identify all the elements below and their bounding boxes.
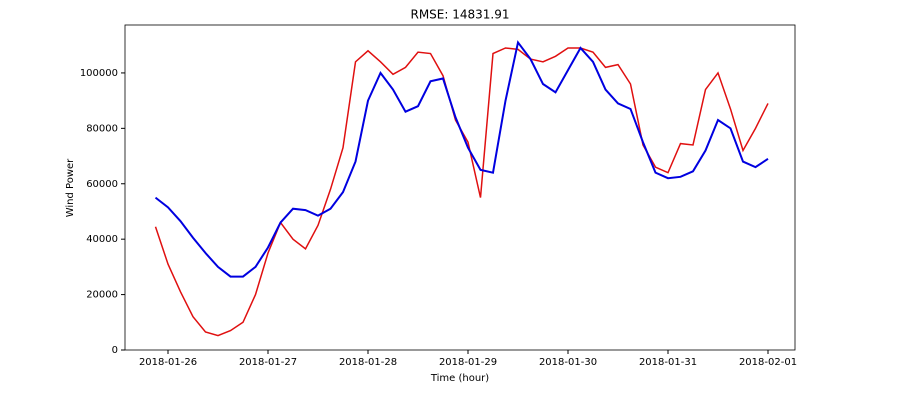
- x-tick-label: 2018-01-29: [439, 357, 497, 368]
- y-tick-label: 60000: [86, 179, 118, 190]
- x-tick-label: 2018-01-30: [539, 357, 597, 368]
- x-tick-label: 2018-01-28: [339, 357, 397, 368]
- y-tick-label: 80000: [86, 123, 118, 134]
- x-tick-label: 2018-02-01: [739, 357, 797, 368]
- x-tick-label: 2018-01-31: [639, 357, 697, 368]
- chart-title: RMSE: 14831.91: [410, 8, 509, 22]
- series-line: [154, 40, 769, 278]
- x-tick-label: 2018-01-26: [139, 357, 197, 368]
- x-axis-label: Time (hour): [430, 373, 489, 384]
- y-tick-label: 40000: [86, 234, 118, 245]
- series-line: [154, 47, 769, 337]
- plot-frame: [124, 24, 796, 351]
- x-tick-label: 2018-01-27: [239, 357, 297, 368]
- y-tick-label: 0: [112, 345, 118, 356]
- y-tick-label: 20000: [86, 290, 118, 301]
- y-axis-label: Wind Power: [65, 158, 76, 217]
- y-tick-label: 100000: [80, 68, 118, 79]
